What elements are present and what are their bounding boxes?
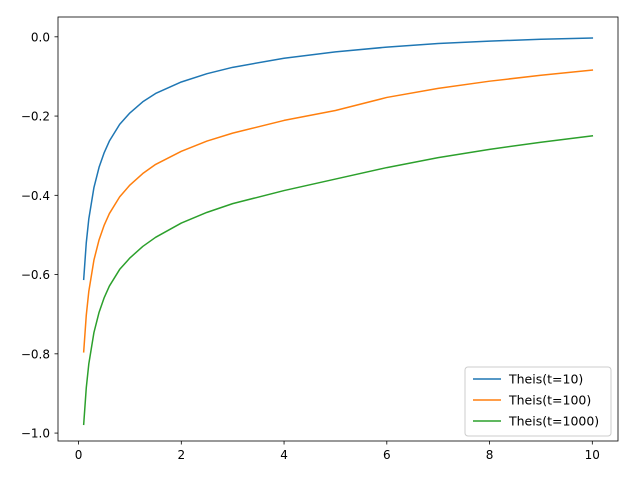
y-tick-label: −1.0 (21, 427, 50, 441)
x-tick-label: 0 (75, 448, 83, 462)
series-line-1 (82, 37, 594, 281)
y-tick-label: −0.4 (21, 189, 50, 203)
plot-area (82, 37, 594, 426)
y-tick-label: −0.6 (21, 268, 50, 282)
axes-frame (57, 16, 619, 442)
x-tick-label: 10 (585, 448, 600, 462)
x-tick-label: 6 (383, 448, 391, 462)
legend-label-1: Theis(t=10) (508, 372, 583, 387)
legend-label-2: Theis(t=100) (508, 393, 591, 408)
x-tick-label: 8 (486, 448, 494, 462)
axes: 0 2 4 6 8 10 0.0 −0.2 −0.4 −0.6 −0.8 −1.0 (21, 16, 619, 462)
series-line-2 (82, 69, 594, 353)
x-tick-label: 4 (280, 448, 288, 462)
legend: Theis(t=10) Theis(t=100) Theis(t=1000) (464, 366, 612, 437)
y-tick-label: 0.0 (31, 30, 50, 44)
legend-label-3: Theis(t=1000) (508, 414, 599, 429)
x-tick-label: 2 (177, 448, 185, 462)
y-tick-label: −0.8 (21, 347, 50, 361)
series-line-3 (82, 135, 594, 426)
y-tick-label: −0.2 (21, 110, 50, 124)
legend-box (464, 366, 612, 437)
